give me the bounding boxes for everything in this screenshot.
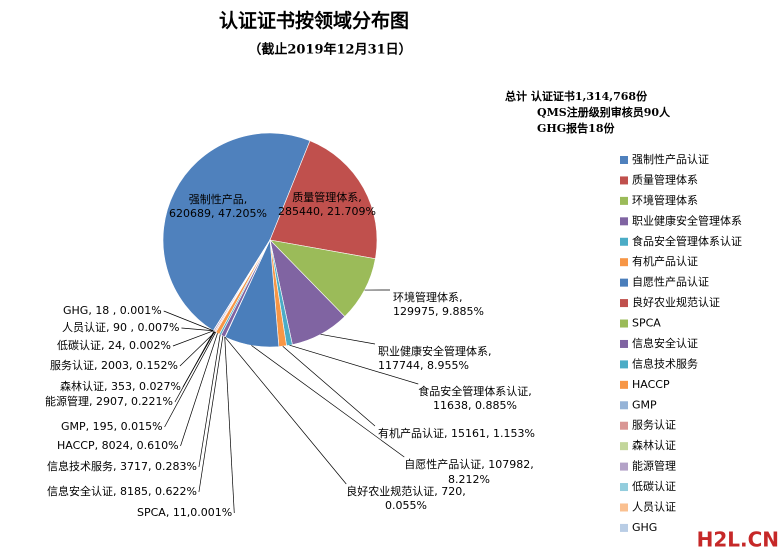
leader-line <box>198 336 224 493</box>
data-label: 自愿性产品认证, 107982, <box>404 457 533 471</box>
legend-label: 人员认证 <box>632 500 676 513</box>
legend-label: 森林认证 <box>632 438 676 452</box>
data-label: 620689, 47.205% <box>169 207 267 220</box>
leader-line <box>181 327 214 332</box>
legend-swatch <box>620 360 628 369</box>
legend-label: 良好农业规范认证 <box>632 295 720 309</box>
pie-slice <box>269 140 378 260</box>
legend-label: 食品安全管理体系认证 <box>632 234 742 248</box>
legend-swatch <box>620 523 628 532</box>
legend-swatch <box>620 503 628 512</box>
data-label: 8.212% <box>448 473 490 486</box>
data-label: 11638, 0.885% <box>433 399 517 412</box>
legend-label: GHG <box>632 521 657 534</box>
leader-line <box>164 332 217 428</box>
leader-line <box>172 330 214 347</box>
watermark: H2L.CN <box>697 528 779 552</box>
legend-swatch <box>620 339 628 348</box>
data-label: 285440, 21.709% <box>278 205 376 218</box>
legend-label: 有机产品认证 <box>632 254 698 268</box>
leader-line <box>282 345 376 427</box>
legend-swatch <box>620 196 628 205</box>
data-label: 质量管理体系, <box>292 190 362 204</box>
legend-swatch <box>620 176 628 185</box>
leader-line <box>180 333 218 447</box>
data-label: HACCP, 8024, 0.610% <box>57 439 179 452</box>
legend-label: 信息安全认证 <box>632 336 698 350</box>
legend-label: 信息技术服务 <box>632 356 698 370</box>
chart-subtitle: （截止2019年12月31日） <box>248 42 411 58</box>
leader-line <box>179 331 216 367</box>
data-label: SPCA, 11,0.001% <box>137 506 232 519</box>
leader-line <box>224 336 347 485</box>
leader-line <box>320 333 376 345</box>
legend-swatch <box>620 401 628 410</box>
legend-label: SPCA <box>632 317 661 330</box>
legend-swatch <box>620 237 628 246</box>
legend-swatch <box>620 258 628 267</box>
data-label: 117744, 8.955% <box>378 359 469 372</box>
chart-title: 认证证书按领域分布图 <box>219 9 409 32</box>
legend-label: HACCP <box>632 378 670 391</box>
legend-swatch <box>620 278 628 287</box>
pie-slice <box>162 132 311 332</box>
legend-swatch <box>620 217 628 226</box>
data-label: 信息安全认证, 8185, 0.622% <box>47 484 197 498</box>
legend-label: 低碳认证 <box>632 479 676 493</box>
legend-label: 环境管理体系 <box>632 193 698 207</box>
note: QMS注册级别审核员90人 <box>537 105 671 119</box>
data-label: 强制性产品, <box>189 192 248 206</box>
data-label: 129975, 9.885% <box>393 305 484 318</box>
leader-line <box>289 344 419 385</box>
note: 总计 认证证书1,314,768份 <box>505 89 648 103</box>
data-label: 有机产品认证, 15161, 1.153% <box>378 426 535 440</box>
data-label: 食品安全管理体系认证, <box>418 384 532 398</box>
data-label: 人员认证, 90 , 0.007% <box>62 321 179 334</box>
data-label: 能源管理, 2907, 0.221% <box>45 394 173 408</box>
leader-line <box>224 336 235 514</box>
legend-swatch <box>620 319 628 328</box>
legend-swatch <box>620 442 628 451</box>
legend-label: 强制性产品认证 <box>632 152 709 166</box>
leader-line <box>163 310 214 332</box>
legend-label: GMP <box>632 398 657 411</box>
legend-label: 自愿性产品认证 <box>632 275 709 289</box>
legend-swatch <box>620 380 628 389</box>
legend-swatch <box>620 483 628 492</box>
legend-label: 能源管理 <box>632 459 676 473</box>
data-label: 环境管理体系, <box>393 290 463 304</box>
legend-swatch <box>620 462 628 471</box>
legend-label: 职业健康安全管理体系 <box>632 213 742 227</box>
data-label: 职业健康安全管理体系, <box>378 344 492 358</box>
data-label: 0.055% <box>385 499 427 512</box>
legend-swatch <box>620 421 628 430</box>
legend-swatch <box>620 299 628 308</box>
data-label: 信息技术服务, 3717, 0.283% <box>47 459 197 473</box>
data-label: 低碳认证, 24, 0.002% <box>57 338 171 352</box>
data-label: GMP, 195, 0.015% <box>61 420 163 433</box>
legend-swatch <box>620 156 628 164</box>
data-label: GHG, 18 , 0.001% <box>63 304 162 317</box>
leader-line <box>174 330 215 403</box>
leader-line <box>198 334 221 468</box>
data-label: 服务认证, 2003, 0.152% <box>50 359 178 372</box>
leader-line <box>251 345 405 458</box>
legend-label: 质量管理体系 <box>632 172 698 186</box>
data-label: 良好农业规范认证, 720, <box>346 484 466 498</box>
data-label: 森林认证, 353, 0.027% <box>60 379 181 393</box>
note: GHG报告18份 <box>537 121 615 135</box>
legend-label: 服务认证 <box>632 419 676 432</box>
